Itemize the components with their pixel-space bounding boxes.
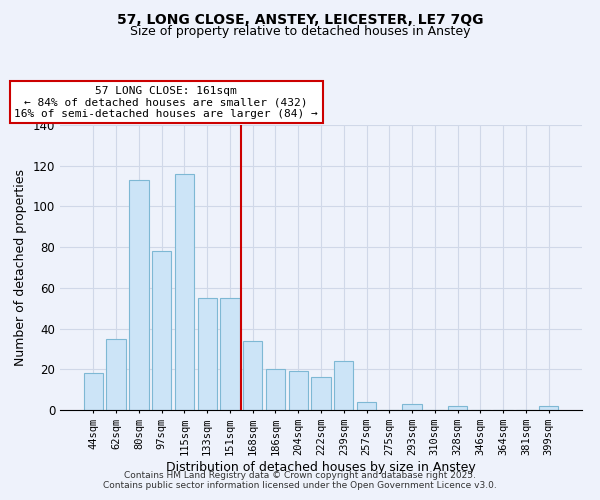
Text: Contains HM Land Registry data © Crown copyright and database right 2025.
Contai: Contains HM Land Registry data © Crown c… [103,470,497,490]
Bar [243,341,262,410]
Bar [152,251,172,410]
Text: Size of property relative to detached houses in Anstey: Size of property relative to detached ho… [130,25,470,38]
Bar [403,404,422,410]
Bar [539,406,558,410]
Bar [448,406,467,410]
Bar [311,378,331,410]
Bar [197,298,217,410]
Text: 57 LONG CLOSE: 161sqm
← 84% of detached houses are smaller (432)
16% of semi-det: 57 LONG CLOSE: 161sqm ← 84% of detached … [14,86,318,119]
Bar [357,402,376,410]
Bar [220,298,239,410]
Bar [266,370,285,410]
Bar [129,180,149,410]
X-axis label: Distribution of detached houses by size in Anstey: Distribution of detached houses by size … [166,460,476,473]
Y-axis label: Number of detached properties: Number of detached properties [14,169,27,366]
Bar [334,361,353,410]
Bar [289,372,308,410]
Text: 57, LONG CLOSE, ANSTEY, LEICESTER, LE7 7QG: 57, LONG CLOSE, ANSTEY, LEICESTER, LE7 7… [117,12,483,26]
Bar [106,339,126,410]
Bar [84,374,103,410]
Bar [175,174,194,410]
